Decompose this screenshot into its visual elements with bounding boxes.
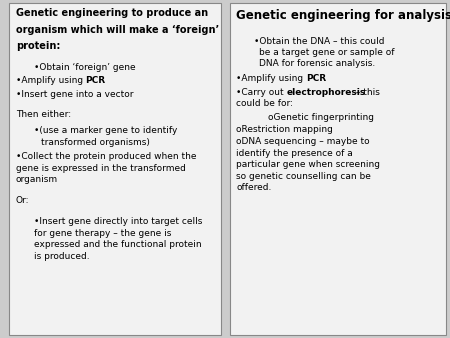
- Text: electrophoresis: electrophoresis: [287, 88, 366, 97]
- Text: is produced.: is produced.: [34, 252, 90, 261]
- Text: organism: organism: [16, 175, 58, 185]
- Text: •Collect the protein produced when the: •Collect the protein produced when the: [16, 152, 196, 162]
- Text: particular gene when screening: particular gene when screening: [236, 160, 380, 169]
- Text: DNA for forensic analysis.: DNA for forensic analysis.: [259, 59, 375, 69]
- Text: identify the presence of a: identify the presence of a: [236, 149, 353, 158]
- Text: be a target gene or sample of: be a target gene or sample of: [259, 48, 394, 57]
- Text: so genetic counselling can be: so genetic counselling can be: [236, 172, 371, 181]
- Text: Then either:: Then either:: [16, 110, 71, 119]
- Text: PCR: PCR: [306, 74, 326, 83]
- Text: Genetic engineering to produce an: Genetic engineering to produce an: [16, 8, 208, 19]
- Text: oGenetic fingerprinting: oGenetic fingerprinting: [268, 113, 374, 122]
- Text: •Insert gene into a vector: •Insert gene into a vector: [16, 90, 133, 99]
- Text: oRestriction mapping: oRestriction mapping: [236, 125, 333, 134]
- Text: organism which will make a ‘foreign’: organism which will make a ‘foreign’: [16, 25, 219, 35]
- Text: •Amplify using: •Amplify using: [236, 74, 306, 83]
- FancyBboxPatch shape: [9, 3, 220, 335]
- Text: – this: – this: [353, 88, 380, 97]
- Text: •Carry out: •Carry out: [236, 88, 287, 97]
- Text: PCR: PCR: [86, 76, 106, 85]
- Text: expressed and the functional protein: expressed and the functional protein: [34, 240, 202, 249]
- Text: Or:: Or:: [16, 196, 29, 205]
- Text: •Insert gene directly into target cells: •Insert gene directly into target cells: [34, 217, 202, 226]
- Text: protein:: protein:: [16, 41, 60, 51]
- Text: offered.: offered.: [236, 183, 272, 192]
- Text: •Amplify using: •Amplify using: [16, 76, 86, 85]
- Text: for gene therapy – the gene is: for gene therapy – the gene is: [34, 229, 171, 238]
- Text: •Obtain ‘foreign’ gene: •Obtain ‘foreign’ gene: [34, 63, 135, 72]
- Text: •(use a marker gene to identify: •(use a marker gene to identify: [34, 126, 177, 135]
- Text: could be for:: could be for:: [236, 99, 293, 108]
- Text: transformed organisms): transformed organisms): [40, 138, 149, 147]
- Text: gene is expressed in the transformed: gene is expressed in the transformed: [16, 164, 185, 173]
- Text: Genetic engineering for analysis:: Genetic engineering for analysis:: [236, 9, 450, 22]
- Text: oDNA sequencing – maybe to: oDNA sequencing – maybe to: [236, 137, 370, 146]
- Text: •Obtain the DNA – this could: •Obtain the DNA – this could: [254, 37, 385, 46]
- FancyBboxPatch shape: [230, 3, 446, 335]
